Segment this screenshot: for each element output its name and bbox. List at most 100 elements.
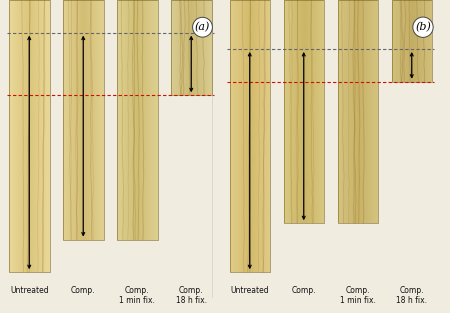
Bar	[377, 0, 378, 223]
Bar	[34, 0, 36, 272]
Bar	[63, 0, 104, 239]
Bar	[250, 0, 251, 272]
Bar	[231, 0, 233, 272]
Bar	[260, 0, 261, 272]
Bar	[148, 0, 149, 239]
Text: Comp.: Comp.	[292, 286, 316, 295]
Bar	[207, 0, 209, 95]
Bar	[338, 0, 339, 223]
Bar	[296, 0, 297, 223]
Bar	[302, 0, 303, 223]
Bar	[396, 0, 398, 82]
Bar	[195, 0, 197, 95]
Bar	[363, 0, 365, 223]
Bar	[9, 0, 10, 272]
Bar	[346, 0, 347, 223]
Text: Comp.
18 h fix.: Comp. 18 h fix.	[176, 286, 207, 305]
Bar	[145, 0, 147, 239]
Bar	[362, 0, 363, 223]
Bar	[70, 0, 72, 239]
Bar	[263, 0, 265, 272]
Bar	[354, 0, 355, 223]
Bar	[256, 0, 257, 272]
Bar	[10, 0, 12, 272]
Bar	[360, 0, 361, 223]
Bar	[14, 0, 15, 272]
Bar	[99, 0, 101, 239]
Bar	[238, 0, 240, 272]
Bar	[233, 0, 234, 272]
Bar	[194, 0, 195, 95]
Bar	[179, 0, 180, 95]
Bar	[80, 0, 82, 239]
Bar	[247, 0, 248, 272]
Bar	[84, 0, 86, 239]
Bar	[427, 0, 428, 82]
Bar	[398, 0, 399, 82]
Bar	[316, 0, 317, 223]
Bar	[143, 0, 145, 239]
Bar	[185, 0, 187, 95]
Bar	[125, 0, 126, 239]
Bar	[121, 0, 122, 239]
Bar	[392, 0, 394, 82]
Bar	[375, 0, 376, 223]
Bar	[430, 0, 432, 82]
Bar	[72, 0, 74, 239]
Bar	[79, 0, 81, 239]
Bar	[63, 0, 64, 239]
Bar	[71, 0, 72, 239]
Bar	[37, 0, 39, 272]
Bar	[26, 0, 28, 272]
Bar	[149, 0, 151, 239]
Bar	[241, 0, 242, 272]
Bar	[421, 0, 422, 82]
Bar	[307, 0, 308, 223]
Bar	[431, 0, 432, 82]
Bar	[199, 0, 201, 95]
Bar	[48, 0, 49, 272]
Bar	[87, 0, 89, 239]
Bar	[311, 0, 312, 223]
Bar	[364, 0, 365, 223]
Bar	[404, 0, 405, 82]
Bar	[175, 0, 176, 95]
Bar	[236, 0, 237, 272]
Bar	[187, 0, 189, 95]
Bar	[301, 0, 302, 223]
Bar	[262, 0, 263, 272]
Bar	[406, 0, 407, 82]
Bar	[123, 0, 125, 239]
Bar	[83, 0, 85, 239]
Bar	[15, 0, 17, 272]
Bar	[367, 0, 368, 223]
Bar	[98, 0, 99, 239]
Bar	[261, 0, 262, 272]
Bar	[266, 0, 267, 272]
Bar	[156, 0, 157, 239]
Bar	[310, 0, 311, 223]
Bar	[176, 0, 177, 95]
Bar	[320, 0, 321, 223]
Bar	[254, 0, 255, 272]
Bar	[315, 0, 316, 223]
Bar	[259, 0, 260, 272]
Bar	[356, 0, 357, 223]
Bar	[298, 0, 299, 223]
Bar	[96, 0, 98, 239]
Bar	[305, 0, 306, 223]
Bar	[148, 0, 150, 239]
Bar	[244, 0, 245, 272]
Bar	[173, 0, 175, 95]
Bar	[137, 0, 139, 239]
Bar	[16, 0, 18, 272]
Bar	[342, 0, 344, 223]
Bar	[188, 0, 190, 95]
Bar	[323, 0, 324, 223]
Bar	[171, 0, 212, 95]
Bar	[292, 0, 294, 223]
Bar	[349, 0, 350, 223]
Bar	[230, 0, 232, 272]
Bar	[86, 0, 88, 239]
Bar	[300, 0, 301, 223]
